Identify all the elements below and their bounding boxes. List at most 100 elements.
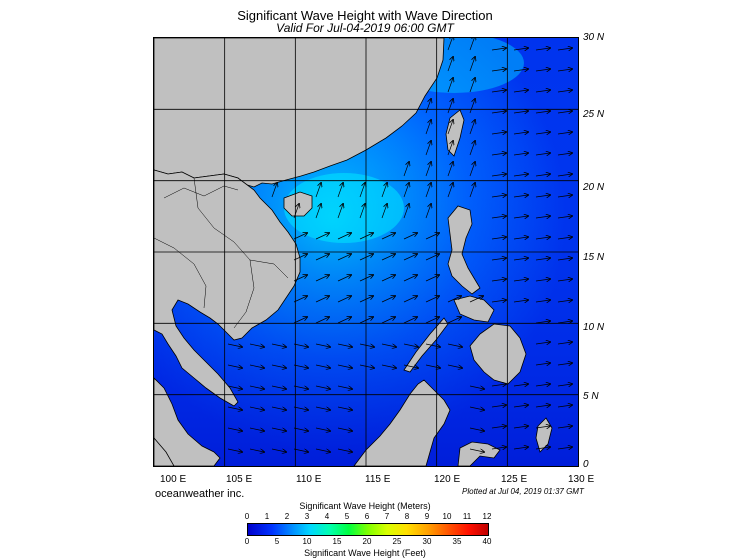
wave-arrow [535, 48, 550, 50]
wave-arrow [491, 258, 506, 260]
lat-label-25n: 25 N [583, 109, 605, 120]
wave-arrow [337, 296, 351, 303]
wave-arrow [249, 427, 264, 431]
wave-arrow [403, 343, 418, 347]
wave-arrow [293, 448, 308, 452]
wave-arrow [447, 141, 453, 156]
wave-arrow [315, 317, 329, 324]
wave-arrow [425, 183, 431, 198]
wave-arrow [513, 69, 528, 71]
wave-arrow [381, 343, 396, 347]
wave-arrow [469, 448, 484, 452]
wave-arrow [557, 237, 572, 239]
wave-arrow [315, 364, 330, 368]
wave-arrow [403, 275, 417, 282]
wave-arrow [447, 120, 453, 135]
feet-tick: 25 [392, 537, 402, 546]
wave-arrow [557, 69, 572, 71]
wave-arrow [557, 342, 572, 344]
meters-tick: 4 [324, 512, 330, 521]
wave-arrow [535, 153, 550, 155]
wave-arrow [535, 384, 550, 386]
wave-arrow [447, 99, 453, 114]
wave-arrow [293, 385, 308, 389]
wave-arrow [513, 300, 528, 302]
lat-label-5n: 5 N [583, 391, 599, 402]
wave-arrow [425, 120, 431, 135]
wave-arrow [425, 99, 431, 114]
feet-tick: 35 [452, 537, 462, 546]
wave-arrow [425, 317, 439, 324]
wave-arrow [535, 405, 550, 407]
wave-arrow [491, 153, 506, 155]
wave-arrow [249, 343, 264, 347]
meters-tick: 10 [442, 512, 452, 521]
lon-label-120e: 120 E [434, 474, 461, 485]
wave-arrow [381, 254, 395, 261]
wave-arrow [557, 174, 572, 176]
meters-tick: 8 [404, 512, 410, 521]
wave-arrow [425, 233, 439, 240]
wave-arrow [359, 317, 373, 324]
wave-arrow [557, 258, 572, 260]
wave-arrow [535, 300, 550, 302]
chart-subtitle: Valid For Jul-04-2019 06:00 GMT [276, 21, 454, 35]
meters-tick: 2 [284, 512, 290, 521]
wave-arrow [447, 57, 453, 72]
wave-arrow [513, 237, 528, 239]
wave-arrow [359, 233, 373, 240]
wave-arrow [381, 296, 395, 303]
wave-arrow [293, 427, 308, 431]
wave-arrow [337, 406, 352, 410]
wave-arrow [557, 279, 572, 281]
wave-arrow [293, 204, 299, 219]
wave-arrow [403, 254, 417, 261]
wave-arrow [271, 364, 286, 368]
wave-arrow [557, 153, 572, 155]
wave-arrow [469, 296, 483, 303]
wave-arrow [513, 279, 528, 281]
wave-arrow [557, 447, 572, 449]
wave-arrow [293, 343, 308, 347]
wave-arrow [337, 254, 351, 261]
wave-arrow [337, 183, 343, 198]
wave-arrow [535, 174, 550, 176]
feet-tick: 10 [302, 537, 312, 546]
lon-label-110e: 110 E [296, 474, 322, 485]
wave-arrow [491, 279, 506, 281]
wave-arrow [293, 254, 307, 261]
wave-arrow [513, 447, 528, 449]
wave-arrow [425, 296, 439, 303]
wave-arrow [447, 38, 453, 51]
wave-arrow [315, 233, 329, 240]
wave-arrow [293, 364, 308, 368]
wave-arrow [469, 162, 475, 177]
wave-arrow [381, 183, 387, 198]
wave-arrow [557, 111, 572, 113]
wave-arrow [447, 296, 461, 303]
wave-arrow [557, 216, 572, 218]
wave-arrow [513, 216, 528, 218]
wave-arrow [557, 300, 572, 302]
wave-arrow [491, 48, 506, 50]
wave-arrow [359, 275, 373, 282]
wave-arrow [337, 233, 351, 240]
wave-arrow [315, 448, 330, 452]
wave-arrow [381, 364, 396, 368]
wave-arrow [227, 427, 242, 431]
wave-arrow [315, 343, 330, 347]
wave-arrow [491, 69, 506, 71]
wave-arrow [425, 162, 431, 177]
meters-tick: 11 [462, 512, 472, 521]
map-canvas [154, 38, 578, 466]
lon-label-105e: 105 E [226, 474, 253, 485]
wave-arrow [513, 153, 528, 155]
wave-arrow [557, 384, 572, 386]
wave-arrow [271, 427, 286, 431]
wave-arrow [491, 405, 506, 407]
wave-arrow [227, 448, 242, 452]
wave-arrow [425, 141, 431, 156]
wave-arrow [425, 254, 439, 261]
wave-arrow [249, 406, 264, 410]
wave-arrow [491, 111, 506, 113]
